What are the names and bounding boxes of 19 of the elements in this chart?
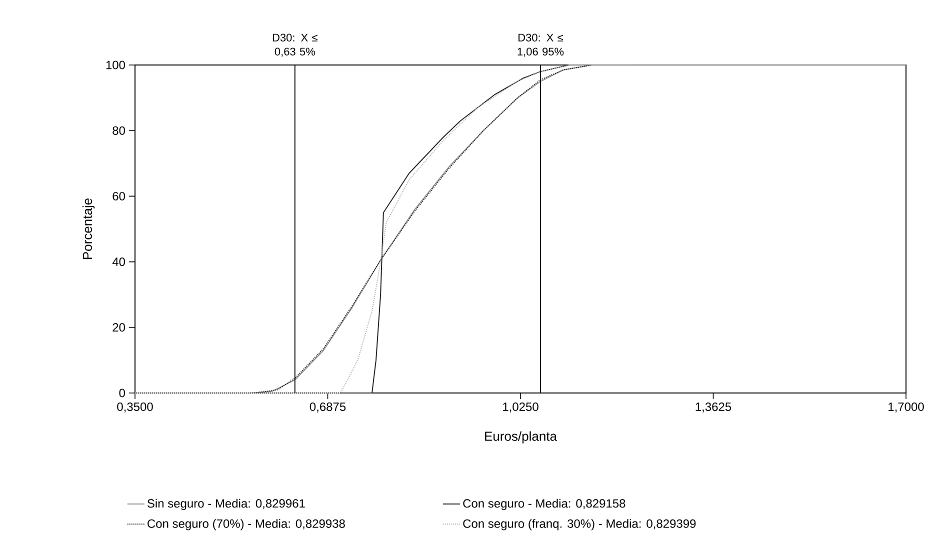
legend-label: Sin seguro - Media: 0,829961 bbox=[147, 498, 305, 510]
y-tick-label: 40 bbox=[112, 258, 126, 266]
legend-label: Con seguro (franq. 30%) - Media: 0,829399 bbox=[463, 519, 696, 530]
y-axis-title: Porcentaje bbox=[82, 198, 95, 259]
x-axis-title: Euros/planta bbox=[485, 431, 557, 444]
y-tick-label: 80 bbox=[112, 126, 126, 135]
ref-line-label: D30: X ≤ 0,63 5% bbox=[272, 34, 318, 57]
legend-label: Con seguro - Media: 0,829158 bbox=[463, 498, 626, 510]
x-tick-label: 1,3625 bbox=[696, 402, 732, 412]
y-tick-label: 60 bbox=[112, 192, 126, 200]
x-tick-label: 1,7000 bbox=[888, 402, 924, 412]
ref-line-label: D30: X ≤ 1,06 95% bbox=[518, 34, 564, 57]
y-tick-label: 20 bbox=[112, 323, 126, 332]
x-tick-label: 0,6875 bbox=[310, 402, 346, 412]
x-tick-label: 0,3500 bbox=[117, 402, 153, 412]
legend-label: Con seguro (70%) - Media: 0,829938 bbox=[148, 519, 345, 530]
y-tick-label: 100 bbox=[106, 60, 126, 70]
x-tick-label: 1,0250 bbox=[503, 402, 538, 412]
y-tick-label: 0 bbox=[119, 388, 126, 398]
